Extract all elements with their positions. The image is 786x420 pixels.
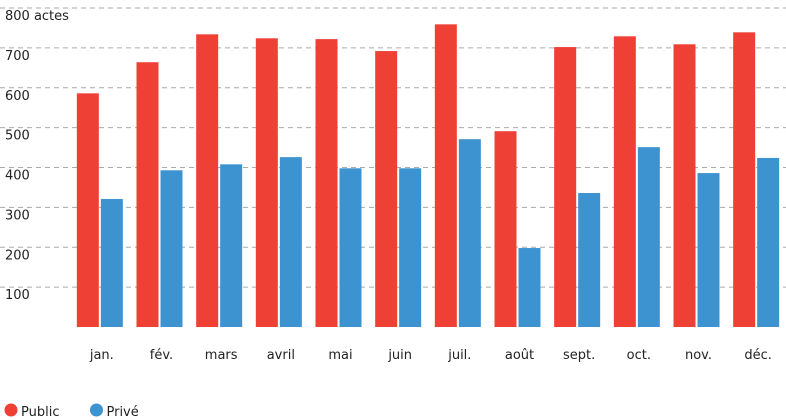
x-tick-label: déc. — [744, 348, 772, 363]
y-tick-label: 600 — [5, 89, 30, 104]
bar — [637, 147, 660, 327]
x-tick-label: mai — [328, 348, 352, 363]
bar — [196, 34, 219, 327]
bar — [315, 39, 338, 327]
x-tick-label: mars — [205, 348, 238, 363]
bar — [733, 32, 756, 327]
x-tick-label: jan. — [89, 348, 114, 363]
y-tick-label: 300 — [5, 208, 30, 223]
bar — [339, 168, 362, 327]
y-tick-label: 100 — [5, 288, 30, 303]
bar — [578, 193, 601, 327]
y-tick-label: 700 — [5, 49, 30, 64]
x-tick-label: fév. — [150, 348, 173, 363]
bar — [375, 51, 398, 327]
bar — [554, 47, 577, 327]
bar — [160, 170, 183, 327]
bar — [458, 139, 481, 327]
bar — [673, 44, 696, 327]
legend-label: Public — [21, 405, 59, 420]
bar — [613, 36, 636, 327]
bar — [136, 62, 159, 327]
bar — [494, 131, 517, 327]
y-tick-label: 400 — [5, 169, 30, 184]
bar — [76, 93, 99, 328]
legend-swatch — [89, 403, 103, 417]
bar — [255, 38, 278, 328]
legend-swatch — [4, 403, 18, 417]
bar — [757, 157, 780, 327]
bar — [220, 164, 243, 327]
x-tick-label: sept. — [563, 348, 595, 363]
y-tick-label: 800 actes — [5, 9, 69, 24]
bar — [434, 24, 457, 327]
x-tick-label: nov. — [685, 348, 712, 363]
bar — [697, 173, 720, 327]
y-tick-label: 500 — [5, 129, 30, 144]
bar — [279, 157, 302, 327]
bar — [100, 199, 123, 327]
legend-label: Privé — [106, 405, 138, 420]
x-tick-label: août — [505, 348, 534, 363]
x-tick-label: juil. — [447, 348, 471, 363]
x-tick-label: oct. — [627, 348, 651, 363]
x-tick-label: avril — [267, 348, 295, 363]
bar — [399, 168, 422, 327]
bar — [518, 248, 541, 327]
x-tick-label: juin — [387, 348, 412, 363]
y-tick-label: 200 — [5, 248, 30, 263]
